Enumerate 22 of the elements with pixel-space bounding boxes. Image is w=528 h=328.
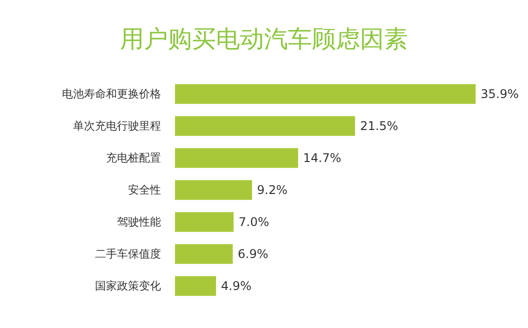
bar [175, 276, 216, 296]
y-tick-label: 电池寿命和更换价格 [62, 88, 161, 100]
bar [175, 84, 476, 104]
data-label: 7.0% [238, 215, 270, 229]
data-label: 4.9% [221, 279, 252, 293]
y-tick-label: 驾驶性能 [117, 216, 161, 228]
chart-title: 用户购买电动汽车顾虑因素 [120, 25, 408, 53]
y-tick-label: 二手车保值度 [95, 248, 161, 260]
y-tick-label: 安全性 [128, 184, 161, 196]
data-label: 35.9% [480, 87, 519, 101]
bar [175, 116, 356, 136]
bar [175, 148, 298, 168]
y-tick-label: 单次充电行驶里程 [73, 120, 161, 132]
data-label: 6.9% [238, 247, 268, 261]
y-tick-label: 充电桩配置 [106, 152, 161, 164]
data-label: 9.2% [257, 183, 288, 197]
data-label: 21.5% [360, 119, 398, 133]
y-tick-label: 国家政策变化 [95, 280, 161, 292]
bar [175, 244, 233, 264]
data-label: 14.7% [303, 151, 342, 165]
bar [175, 180, 252, 200]
bar [175, 212, 234, 232]
